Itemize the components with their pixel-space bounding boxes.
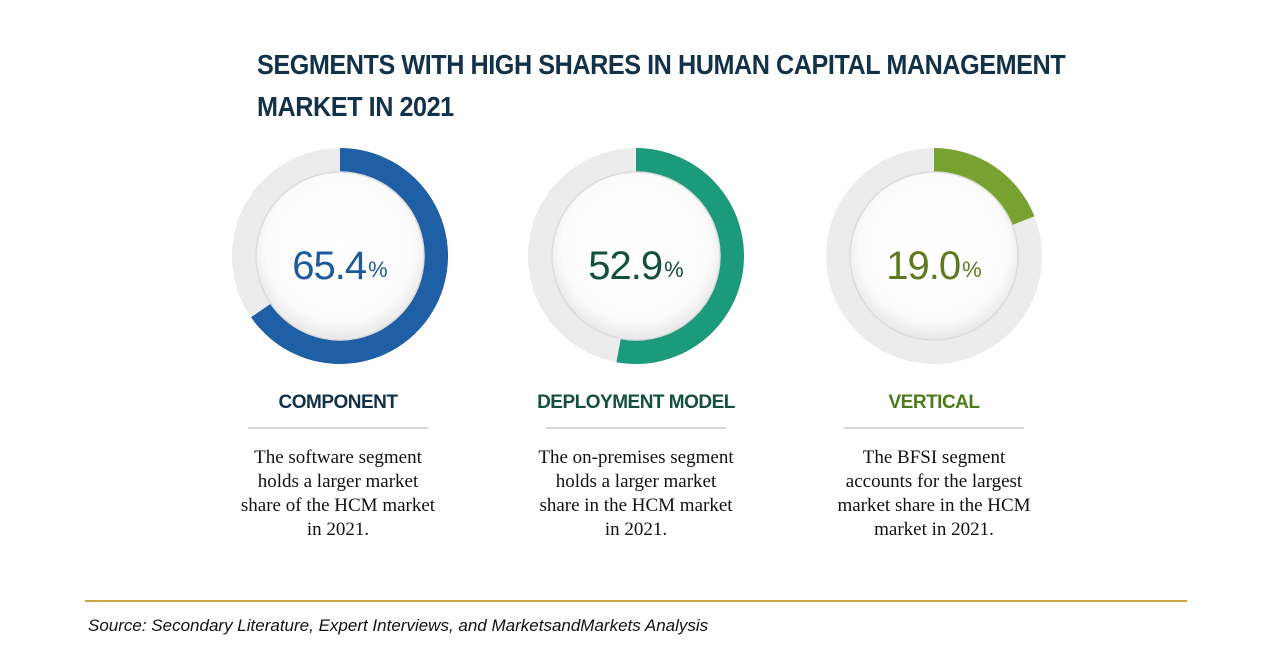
source-note: Source: Secondary Literature, Expert Int… (88, 616, 709, 635)
chart-title: SEGMENTS WITH HIGH SHARES IN HUMAN CAPIT… (257, 49, 1066, 122)
gauge-deployment-inner (551, 171, 721, 341)
gauge-deployment-number: 52.9 (588, 243, 663, 288)
segment-desc-vertical: The BFSI segment accounts for the larges… (837, 447, 1031, 540)
gauge-component-number: 65.4 (292, 243, 367, 288)
gauge-component-percent: % (368, 257, 388, 282)
segment-label-component: COMPONENT (278, 392, 399, 413)
gauge-component-inner (255, 171, 425, 341)
gauge-vertical: 19.0% (824, 146, 1044, 366)
gauge-vertical-percent: % (962, 257, 982, 282)
gauge-vertical-svg (826, 148, 1042, 364)
segment-desc-component: The software segment holds a larger mark… (240, 447, 436, 540)
gauge-deployment-value: 52.9% (526, 146, 746, 386)
segment-desc-deployment: The on-premises segment holds a larger m… (538, 447, 734, 540)
gauge-deployment-arc (616, 148, 744, 364)
segment-label-vertical: VERTICAL (888, 392, 981, 413)
gauge-deployment-percent: % (664, 257, 684, 282)
segment-rule-deployment (546, 427, 726, 429)
gauge-component: 65.4% (230, 146, 450, 366)
footer-divider (85, 600, 1187, 602)
gauge-vertical-value: 19.0% (824, 146, 1044, 386)
segment-label-deployment: DEPLOYMENT MODEL (537, 392, 735, 413)
gauge-vertical-number: 19.0 (886, 243, 961, 288)
gauge-deployment-svg (528, 148, 744, 364)
segment-rule-vertical (844, 427, 1024, 429)
gauge-component-svg (232, 148, 449, 364)
gauge-deployment: 52.9% (526, 146, 746, 366)
gauge-vertical-inner (849, 171, 1019, 341)
segment-rule-component (248, 427, 428, 429)
gauge-component-value: 65.4% (230, 146, 450, 386)
